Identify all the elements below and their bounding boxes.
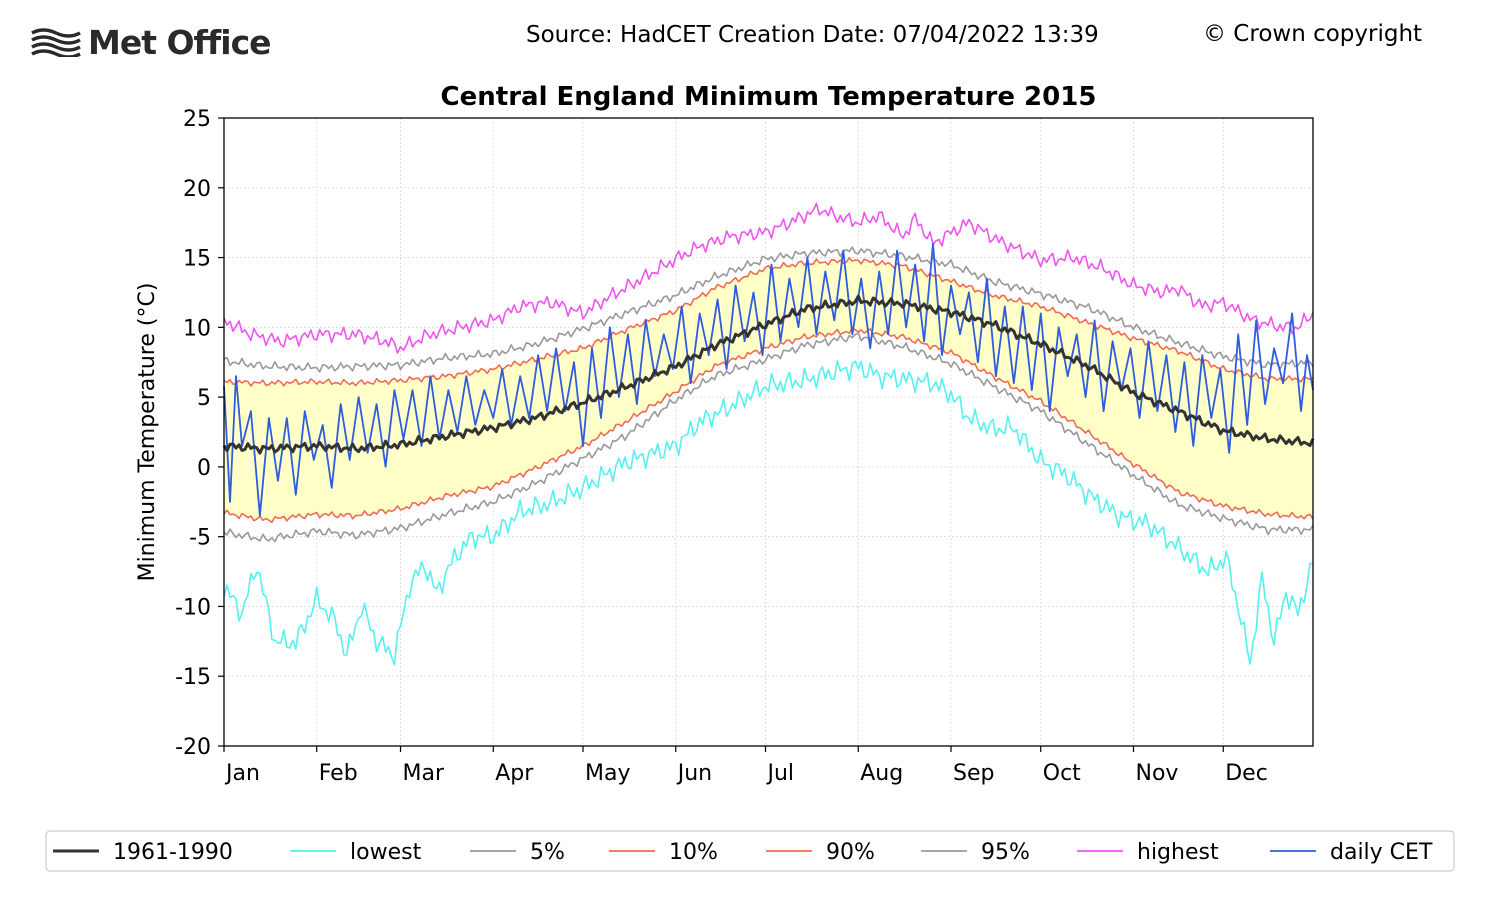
- y-tick-label: 25: [183, 107, 211, 132]
- series-line-1961-1990: [222, 294, 1315, 455]
- y-tick-label: -10: [175, 595, 211, 620]
- legend-label: daily CET: [1330, 840, 1433, 865]
- y-axis-label: Minimum Temperature (°C): [135, 283, 160, 582]
- legend-label: 95%: [981, 840, 1030, 865]
- percentile-band: [224, 257, 1313, 523]
- x-tick-label: Mar: [403, 761, 445, 786]
- met-office-waves-icon: [31, 28, 81, 57]
- x-tick-label: Sep: [953, 761, 994, 786]
- series-line-10-: [223, 327, 1314, 524]
- plot-frame: [223, 117, 1314, 747]
- x-tick-label: Aug: [860, 761, 903, 786]
- y-tick-label: -5: [189, 526, 211, 551]
- y-tick-label: 5: [197, 386, 211, 411]
- x-tick-label: Jan: [224, 761, 260, 786]
- y-tick-label: 10: [183, 316, 211, 341]
- series-line-5-: [223, 332, 1314, 543]
- logo-text: Met Office: [88, 22, 272, 62]
- y-tick-label: 0: [197, 456, 211, 481]
- series-line-95-: [223, 246, 1314, 373]
- legend-label: highest: [1137, 840, 1219, 865]
- legend-label: 1961-1990: [113, 840, 233, 865]
- x-tick-label: Feb: [319, 761, 358, 786]
- series-line-highest: [223, 202, 1314, 354]
- source-info: Source: HadCET Creation Date: 07/04/2022…: [526, 22, 1099, 48]
- chart-title: Central England Minimum Temperature 2015: [441, 82, 1097, 112]
- met-office-logo: Met Office: [30, 22, 272, 62]
- legend-label: 10%: [669, 840, 718, 865]
- y-tick-label: -15: [175, 665, 211, 690]
- x-tick-label: Apr: [495, 761, 534, 786]
- x-tick-label: Oct: [1043, 761, 1081, 786]
- legend-label: lowest: [350, 840, 422, 865]
- series-line-daily-cet: [223, 242, 1314, 517]
- series-line-lowest: [223, 359, 1314, 666]
- copyright-notice: © Crown copyright: [1203, 21, 1423, 47]
- y-tick-label: 15: [183, 247, 211, 272]
- x-tick-label: May: [585, 761, 630, 786]
- x-tick-label: Jun: [676, 761, 712, 786]
- x-tick-label: Dec: [1225, 761, 1268, 786]
- legend-label: 5%: [530, 840, 565, 865]
- y-tick-label: 20: [183, 177, 211, 202]
- legend-label: 90%: [826, 840, 875, 865]
- y-tick-label: -20: [175, 735, 211, 760]
- legend-box: [45, 830, 1455, 872]
- x-tick-label: Jul: [766, 761, 795, 786]
- x-tick-label: Nov: [1135, 761, 1178, 786]
- series-line-90-: [223, 257, 1314, 387]
